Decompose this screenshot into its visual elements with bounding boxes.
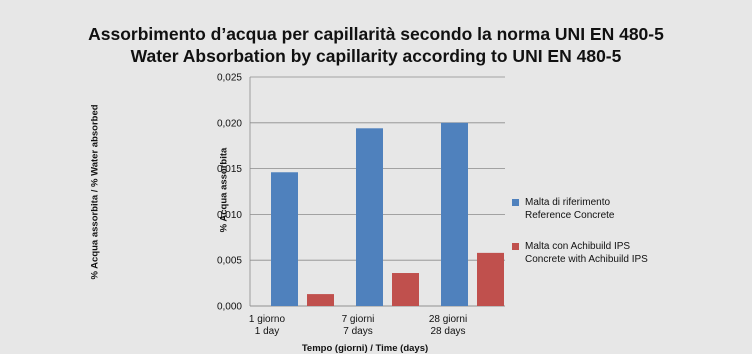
chart-title: Assorbimento d’acqua per capillarità sec…	[88, 24, 664, 44]
legend-label-line1: Malta con Achibuild IPS	[525, 241, 631, 252]
chart-subtitle: Water Absorbation by capillarity accordi…	[130, 46, 622, 66]
bar	[307, 294, 334, 306]
bar	[477, 252, 504, 306]
bar	[356, 128, 383, 306]
legend-item-reference: Malta di riferimento Reference Concrete	[512, 196, 615, 222]
y-tick-label: 0,010	[217, 210, 242, 221]
x-category-label-line1: 28 giorni	[428, 314, 468, 325]
y-tick-label: 0,025	[217, 73, 242, 84]
x-category-label-line1: 1 giorno	[248, 314, 286, 325]
legend-swatch-reference	[512, 199, 519, 206]
x-category-label: 28 giorni 28 days	[403, 314, 493, 338]
x-category-label-line1: 7 giorni	[341, 314, 375, 325]
x-category-label: 7 giorni 7 days	[313, 314, 403, 338]
y-tick-label: 0,000	[217, 302, 242, 313]
x-category-label-line2: 7 days	[343, 326, 373, 337]
x-category-label-line2: 1 day	[254, 326, 280, 337]
legend-label-line1: Malta di riferimento	[525, 197, 611, 208]
legend-label-line2: Reference Concrete	[525, 210, 615, 221]
bar	[271, 172, 298, 306]
x-category-label-line2: 28 days	[430, 326, 466, 337]
x-category-label: 1 giorno 1 day	[222, 314, 312, 338]
bar	[441, 122, 468, 306]
y-tick-label: 0,020	[217, 118, 242, 129]
legend-swatch-achibuild	[512, 243, 519, 250]
x-axis-label: Tempo (giorni) / Time (days)	[301, 343, 429, 354]
y-tick-label: 0,005	[217, 256, 242, 267]
legend-item-achibuild: Malta con Achibuild IPS Concrete with Ac…	[512, 240, 648, 266]
bar	[392, 273, 419, 306]
legend-label-line2: Concrete with Achibuild IPS	[525, 254, 648, 265]
y-tick-label: 0,015	[217, 164, 242, 175]
